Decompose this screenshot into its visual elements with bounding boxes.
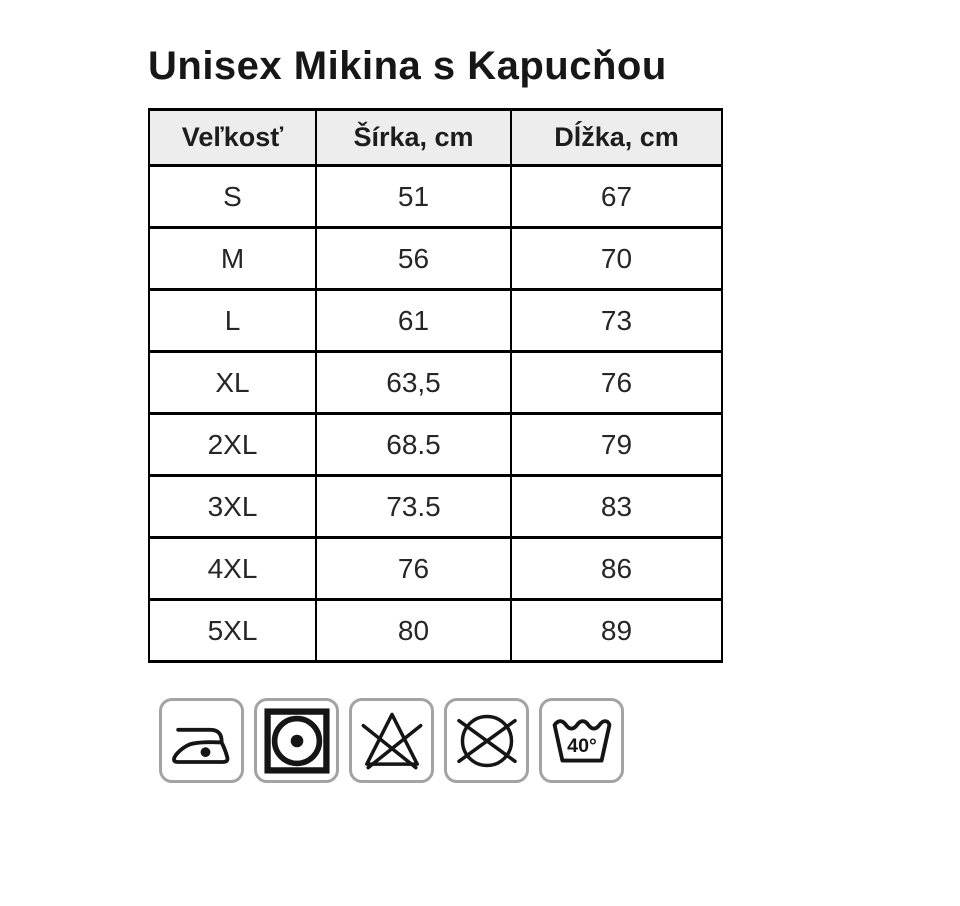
size-cell: L <box>148 288 317 353</box>
length-cell: 79 <box>510 412 723 477</box>
table-row: 2XL 68.5 79 <box>148 412 723 477</box>
table-row: 5XL 80 89 <box>148 598 723 663</box>
size-cell: 4XL <box>148 536 317 601</box>
length-cell: 73 <box>510 288 723 353</box>
width-cell: 76 <box>315 536 512 601</box>
width-cell: 51 <box>315 164 512 229</box>
size-cell: M <box>148 226 317 291</box>
length-cell: 76 <box>510 350 723 415</box>
table-row: 4XL 76 86 <box>148 536 723 601</box>
length-cell: 70 <box>510 226 723 291</box>
care-symbols-row: 40° <box>159 698 624 783</box>
length-cell: 89 <box>510 598 723 663</box>
size-table: Veľkosť Šírka, cm Dĺžka, cm S 51 67 M 56… <box>148 108 723 663</box>
length-cell: 83 <box>510 474 723 539</box>
table-row: S 51 67 <box>148 164 723 229</box>
wash-temp-label: 40° <box>567 735 597 757</box>
table-header-row: Veľkosť Šírka, cm Dĺžka, cm <box>148 108 723 167</box>
header-length: Dĺžka, cm <box>510 108 723 167</box>
header-width: Šírka, cm <box>315 108 512 167</box>
do-not-bleach-icon <box>349 698 434 783</box>
size-cell: 3XL <box>148 474 317 539</box>
tumble-dry-one-dot-icon <box>254 698 339 783</box>
width-cell: 61 <box>315 288 512 353</box>
length-cell: 67 <box>510 164 723 229</box>
table-row: XL 63,5 76 <box>148 350 723 415</box>
width-cell: 68.5 <box>315 412 512 477</box>
wash-40-icon: 40° <box>539 698 624 783</box>
size-cell: 5XL <box>148 598 317 663</box>
width-cell: 56 <box>315 226 512 291</box>
width-cell: 63,5 <box>315 350 512 415</box>
do-not-dry-clean-icon <box>444 698 529 783</box>
length-cell: 86 <box>510 536 723 601</box>
header-size: Veľkosť <box>148 108 317 167</box>
table-row: L 61 73 <box>148 288 723 353</box>
table-row: 3XL 73.5 83 <box>148 474 723 539</box>
width-cell: 80 <box>315 598 512 663</box>
size-cell: 2XL <box>148 412 317 477</box>
size-cell: S <box>148 164 317 229</box>
page-title: Unisex Mikina s Kapucňou <box>148 44 667 88</box>
iron-one-dot-icon <box>159 698 244 783</box>
width-cell: 73.5 <box>315 474 512 539</box>
table-row: M 56 70 <box>148 226 723 291</box>
size-cell: XL <box>148 350 317 415</box>
